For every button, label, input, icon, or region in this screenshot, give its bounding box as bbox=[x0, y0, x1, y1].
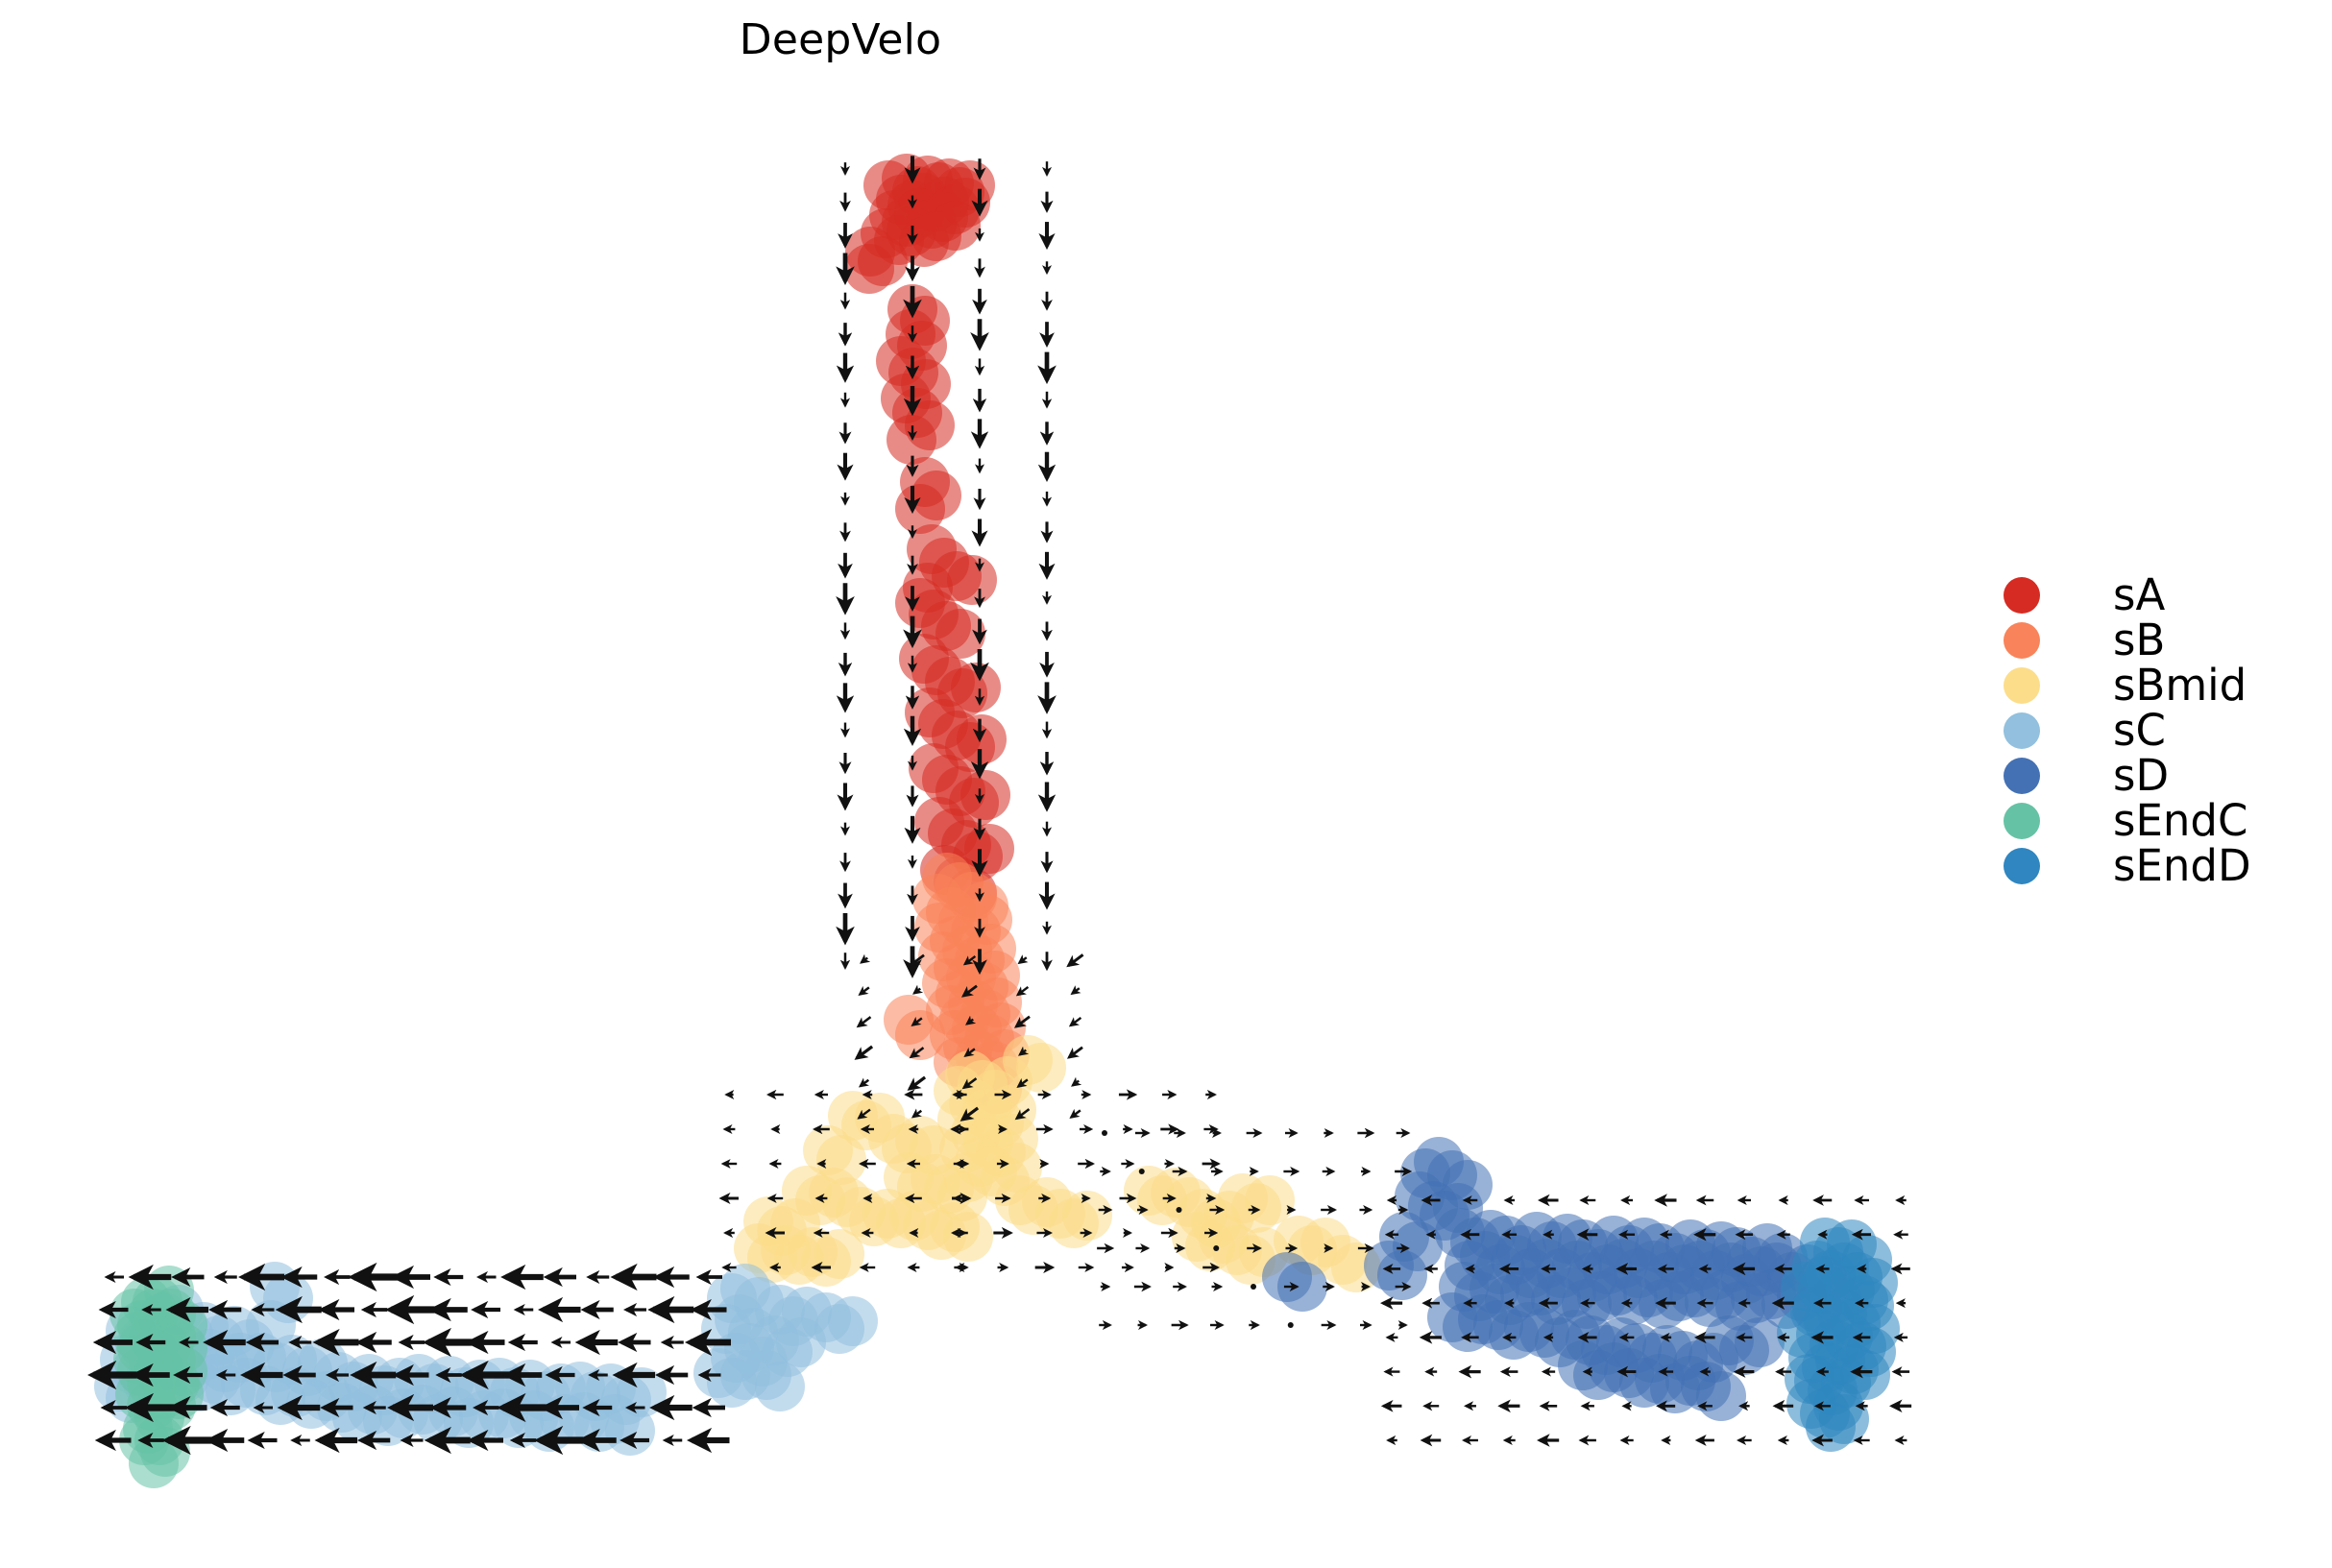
legend-item-sa[interactable]: sA bbox=[2004, 572, 2320, 617]
data-point bbox=[1819, 1394, 1869, 1444]
velocity-arrow-icon bbox=[1013, 1015, 1031, 1028]
velocity-arrow-icon bbox=[907, 1075, 927, 1091]
legend-item-label: sB bbox=[2113, 615, 2166, 665]
velocity-dot-icon bbox=[1138, 1169, 1145, 1174]
velocity-arrow-icon bbox=[961, 1077, 978, 1090]
data-point bbox=[1062, 1191, 1112, 1241]
velocity-arrow-icon bbox=[911, 1016, 923, 1026]
velocity-arrow-icon bbox=[860, 953, 871, 964]
data-point bbox=[911, 211, 961, 261]
data-point bbox=[1400, 1148, 1450, 1198]
velocity-arrows-layer bbox=[87, 156, 1912, 1456]
legend-item-label: sEndC bbox=[2113, 795, 2248, 846]
data-point bbox=[1840, 1350, 1890, 1400]
velocity-arrow-icon bbox=[1015, 985, 1030, 997]
data-point bbox=[814, 1229, 864, 1279]
legend-swatch-icon bbox=[2004, 757, 2040, 794]
data-point bbox=[844, 244, 894, 294]
series-sd bbox=[1262, 1137, 1848, 1421]
legend-swatch-icon bbox=[2004, 576, 2040, 614]
data-point bbox=[605, 1406, 655, 1456]
legend-item-sbmid[interactable]: sBmid bbox=[2004, 663, 2320, 708]
velocity-arrow-icon bbox=[857, 1108, 871, 1120]
data-point bbox=[755, 1362, 805, 1411]
series-sc bbox=[94, 1262, 878, 1456]
velocity-arrow-icon bbox=[1068, 1016, 1082, 1027]
velocity-arrow-icon bbox=[856, 1016, 872, 1028]
legend-item-sendc[interactable]: sEndC bbox=[2004, 798, 2320, 843]
velocity-arrow-icon bbox=[1071, 1076, 1082, 1087]
data-point bbox=[935, 609, 985, 659]
arrow-region-yellow-right-arm bbox=[1097, 1127, 1413, 1331]
velocity-arrow-icon bbox=[965, 1015, 977, 1025]
legend-swatch-icon bbox=[2004, 712, 2040, 749]
legend-swatch-icon bbox=[2004, 621, 2040, 659]
velocity-arrow-icon bbox=[962, 954, 977, 966]
velocity-arrow-icon bbox=[1069, 1108, 1081, 1119]
velocity-arrow-icon bbox=[1014, 1108, 1031, 1121]
legend-item-sb[interactable]: sB bbox=[2004, 617, 2320, 663]
legend-swatch-icon bbox=[2004, 802, 2040, 839]
velocity-arrow-icon bbox=[960, 984, 978, 998]
velocity-arrow-icon bbox=[963, 1047, 976, 1057]
arrow-region-right-branch bbox=[1379, 1194, 1912, 1447]
data-point bbox=[1016, 1043, 1066, 1093]
data-point bbox=[1277, 1262, 1327, 1312]
page-title: DeepVelo bbox=[739, 15, 942, 64]
legend-swatch-icon bbox=[2004, 847, 2040, 884]
velocity-arrow-icon bbox=[1018, 1046, 1030, 1056]
data-point bbox=[828, 1296, 878, 1346]
data-point bbox=[1735, 1317, 1785, 1367]
data-point bbox=[1777, 1308, 1827, 1358]
arrow-region-junction-right bbox=[952, 1089, 1221, 1274]
velocity-arrow-icon bbox=[912, 984, 924, 995]
velocity-dot-icon bbox=[1287, 1322, 1294, 1328]
scatter-points-layer bbox=[94, 154, 1900, 1488]
velocity-arrow-icon bbox=[1017, 954, 1029, 965]
velocity-dot-icon bbox=[1251, 1284, 1256, 1290]
data-point bbox=[895, 1010, 945, 1060]
velocity-arrow-icon bbox=[908, 953, 925, 967]
velocity-arrow-icon bbox=[1016, 1077, 1029, 1088]
legend-swatch-icon bbox=[2004, 666, 2040, 704]
arrow-region-orange-to-yellow bbox=[854, 953, 1084, 1122]
velocity-arrow-icon bbox=[1066, 1046, 1083, 1059]
velocity-dot-icon bbox=[1176, 1207, 1182, 1213]
velocity-arrow-icon bbox=[858, 1077, 870, 1088]
data-point bbox=[947, 555, 997, 605]
legend-item-sc[interactable]: sC bbox=[2004, 708, 2320, 753]
data-point bbox=[1377, 1250, 1427, 1300]
velocity-arrow-icon bbox=[1070, 985, 1081, 996]
legend-item-label: sA bbox=[2113, 569, 2166, 620]
legend-item-sendd[interactable]: sEndD bbox=[2004, 843, 2320, 888]
legend-item-label: sBmid bbox=[2113, 660, 2247, 711]
legend-item-label: sEndD bbox=[2113, 840, 2251, 891]
data-point bbox=[960, 770, 1010, 820]
data-point bbox=[1785, 1354, 1834, 1404]
velocity-arrow-icon bbox=[911, 1108, 923, 1119]
velocity-dot-icon bbox=[1213, 1245, 1220, 1251]
data-point bbox=[1696, 1371, 1746, 1421]
legend: sA sB sBmid sC sD sEndC sEndD bbox=[2004, 572, 2320, 888]
series-sa bbox=[844, 154, 1014, 918]
data-point bbox=[263, 1273, 313, 1323]
data-point bbox=[943, 1212, 993, 1262]
velocity-arrow-icon bbox=[858, 985, 870, 996]
velocity-arrow-icon bbox=[1066, 953, 1084, 968]
legend-item-label: sC bbox=[2113, 705, 2166, 756]
velocity-arrow-icon bbox=[960, 1106, 980, 1122]
data-point bbox=[1245, 1175, 1295, 1225]
data-point bbox=[113, 1312, 163, 1362]
legend-item-label: sD bbox=[2113, 750, 2170, 801]
velocity-arrow-icon bbox=[909, 1047, 925, 1059]
velocity-arrow-icon bbox=[854, 1045, 874, 1060]
velocity-dot-icon bbox=[1102, 1130, 1107, 1136]
legend-item-sd[interactable]: sD bbox=[2004, 753, 2320, 798]
arrow-region-left-branch bbox=[87, 1262, 731, 1456]
